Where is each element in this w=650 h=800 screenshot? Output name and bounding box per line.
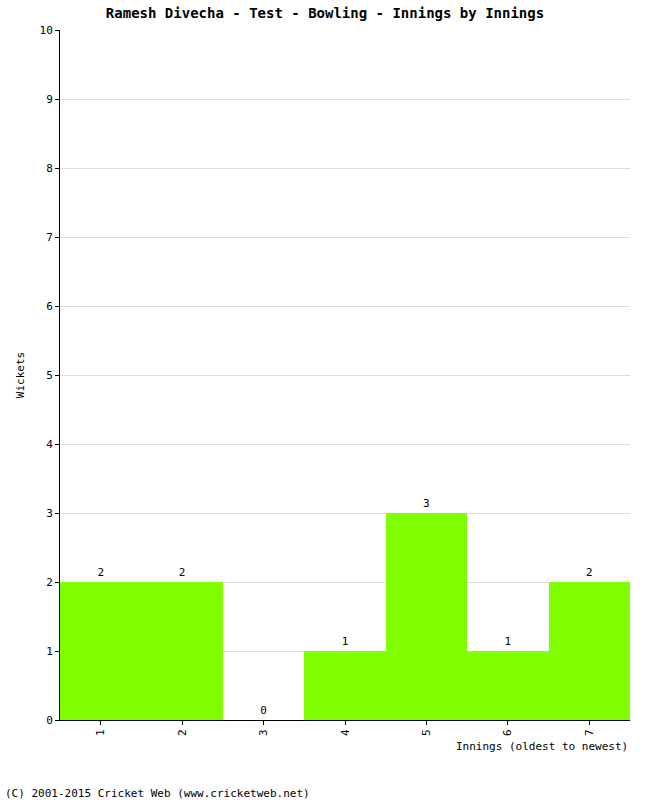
svg-text:2: 2: [176, 729, 189, 736]
svg-text:3: 3: [423, 497, 430, 510]
svg-text:2: 2: [46, 576, 53, 589]
svg-text:6: 6: [46, 300, 53, 313]
svg-text:(C) 2001-2015 Cricket Web (www: (C) 2001-2015 Cricket Web (www.cricketwe…: [5, 787, 310, 800]
svg-text:7: 7: [46, 231, 53, 244]
svg-text:4: 4: [46, 438, 53, 451]
svg-text:1: 1: [505, 635, 512, 648]
svg-text:10: 10: [40, 24, 53, 37]
svg-text:0: 0: [46, 714, 53, 727]
svg-text:3: 3: [257, 729, 270, 736]
svg-text:Wickets: Wickets: [14, 352, 27, 398]
svg-text:8: 8: [46, 162, 53, 175]
svg-text:3: 3: [46, 507, 53, 520]
svg-text:4: 4: [339, 729, 352, 736]
svg-text:5: 5: [420, 729, 433, 736]
svg-text:6: 6: [501, 729, 514, 736]
svg-text:Ramesh Divecha - Test - Bowlin: Ramesh Divecha - Test - Bowling - Inning…: [106, 5, 544, 21]
svg-text:1: 1: [94, 729, 107, 736]
svg-text:2: 2: [97, 566, 104, 579]
svg-text:0: 0: [260, 704, 267, 717]
svg-text:Innings (oldest to newest): Innings (oldest to newest): [456, 740, 628, 753]
svg-text:5: 5: [46, 369, 53, 382]
svg-text:9: 9: [46, 93, 53, 106]
svg-text:2: 2: [179, 566, 186, 579]
svg-text:2: 2: [586, 566, 593, 579]
svg-text:1: 1: [46, 645, 53, 658]
svg-text:1: 1: [342, 635, 349, 648]
svg-text:7: 7: [583, 729, 596, 736]
